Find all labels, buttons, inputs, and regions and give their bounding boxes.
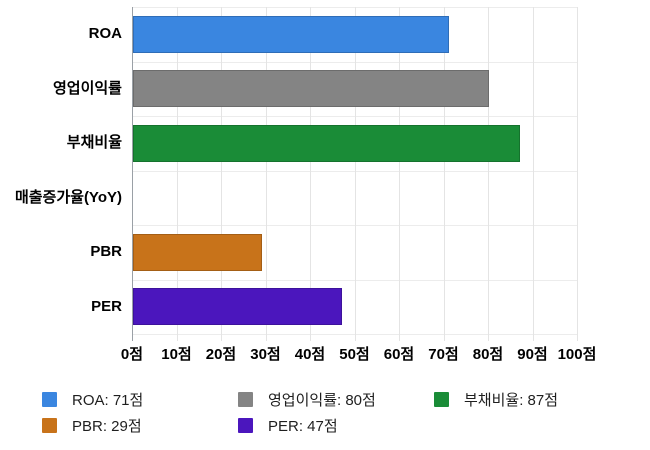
bar-PER xyxy=(133,288,343,326)
vertical-gridline xyxy=(265,7,267,341)
bar-PBR xyxy=(133,233,263,271)
y-category-label: 부채비율 xyxy=(66,134,122,152)
vertical-gridline xyxy=(310,7,311,341)
legend-swatch xyxy=(42,417,57,433)
x-tick-label: 50점 xyxy=(339,346,370,363)
y-category-label: 매출증가율(YoY) xyxy=(14,188,122,206)
vertical-gridline xyxy=(443,7,445,341)
vertical-gridline xyxy=(354,7,356,341)
x-tick-label: 10점 xyxy=(161,346,192,363)
x-tick-label: 100점 xyxy=(557,346,597,363)
legend-label: 영업이익률: 80점 xyxy=(268,391,376,409)
legend-item: 영업이익률: 80점 xyxy=(238,390,376,409)
legend-item: 부채비율: 87점 xyxy=(434,390,559,409)
y-axis-line xyxy=(132,7,133,341)
bar-영업이익률 xyxy=(133,70,489,108)
y-category-label: ROA xyxy=(88,25,122,43)
x-tick-label: 20점 xyxy=(205,346,237,363)
bar-ROA xyxy=(133,15,449,53)
legend-swatch xyxy=(238,391,253,407)
legend-label: PBR: 29점 xyxy=(72,417,142,435)
legend-label: ROA: 71점 xyxy=(72,391,144,409)
vertical-gridline xyxy=(488,7,489,341)
vertical-gridline xyxy=(399,7,400,341)
x-tick-label: 40점 xyxy=(294,346,326,363)
y-category-label: 영업이익률 xyxy=(52,79,122,97)
legend-swatch xyxy=(238,417,253,433)
plot-area xyxy=(132,7,578,341)
legend-item: ROA: 71점 xyxy=(42,390,144,409)
legend-label: 부채비율: 87점 xyxy=(464,391,559,409)
x-tick-label: 30점 xyxy=(250,346,281,363)
y-category-label: PBR xyxy=(90,243,122,261)
legend-item: PER: 47점 xyxy=(238,416,338,435)
x-tick-label: 90점 xyxy=(517,346,548,363)
x-tick-label: 60점 xyxy=(383,346,415,363)
vertical-gridline xyxy=(221,7,222,341)
y-category-label: PER xyxy=(91,297,122,315)
x-tick-label: 70점 xyxy=(428,346,459,363)
vertical-gridline xyxy=(176,7,178,341)
legend-swatch xyxy=(434,391,449,407)
legend-label: PER: 47점 xyxy=(268,417,338,435)
bar-부채비율 xyxy=(133,124,521,162)
legend-item: PBR: 29점 xyxy=(42,416,142,435)
x-tick-label: 0점 xyxy=(120,346,144,363)
legend-swatch xyxy=(42,391,57,407)
x-tick-label: 80점 xyxy=(472,346,504,363)
vertical-gridline xyxy=(532,7,534,341)
vertical-gridline xyxy=(577,7,578,341)
